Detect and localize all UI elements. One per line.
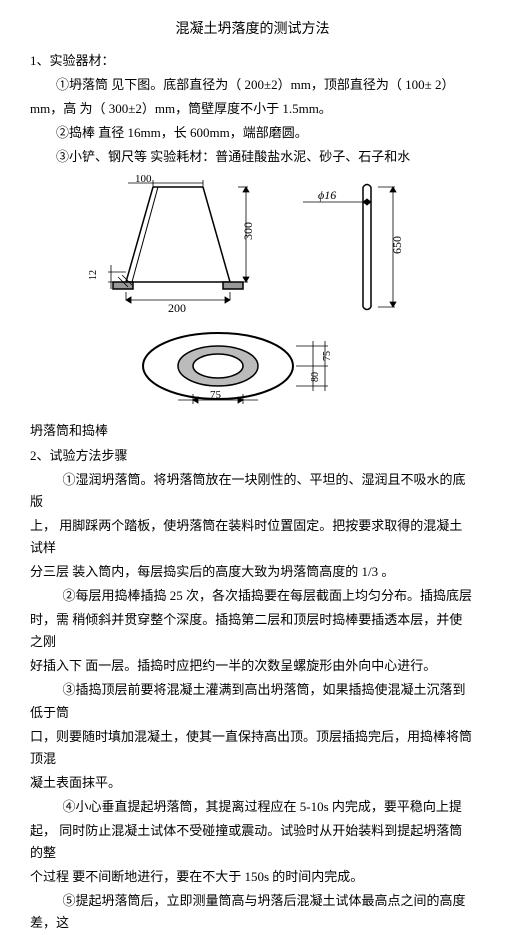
s2-line: ②每层用捣棒插捣 25 次，各次插捣要在每层截面上均匀分布。插捣底层 bbox=[30, 585, 475, 607]
section2-header: 2、试验方法步骤 bbox=[30, 445, 475, 467]
dim-label: 12 bbox=[88, 270, 99, 280]
document-title: 混凝土坍落度的测试方法 bbox=[30, 18, 475, 42]
dim-label: 75 bbox=[210, 389, 222, 401]
s2-line: 凝土表面抹平。 bbox=[30, 772, 475, 794]
dim-label: 200 bbox=[168, 301, 186, 315]
s1-line: ①坍落筒 见下图。底部直径为（ 200±2）mm，顶部直径为（ 100± 2） bbox=[30, 74, 475, 96]
oval-diagram: 75 80 75 bbox=[128, 324, 378, 409]
s2-line: 口，则要随时填加混凝土，使其一直保持高出顶。顶层插捣完后，用捣棒将筒顶混 bbox=[30, 726, 475, 770]
dim-label: 75 bbox=[322, 351, 333, 361]
s2-line: 起， 同时防止混凝土试体不受碰撞或震动。试验时从开始装料到提起坍落筒的整 bbox=[30, 820, 475, 864]
s2-line: 好插入下 面一层。插捣时应把约一半的次数呈螺旋形由外向中心进行。 bbox=[30, 655, 475, 677]
diagram-caption: 坍落筒和捣棒 bbox=[30, 420, 475, 442]
s2-line: 分三层 装入筒内，每层捣实后的高度大致为坍落筒高度的 1/3 。 bbox=[30, 561, 475, 583]
s2-line: 上， 用脚踩两个踏板，使坍落筒在装料时位置固定。把按要求取得的混凝土试样 bbox=[30, 515, 475, 559]
s2-line: ④小心垂直提起坍落筒，其提离过程应在 5-10s 内完成，要平稳向上提 bbox=[30, 796, 475, 818]
s2-line: ①湿润坍落筒。将坍落筒放在一块刚性的、平坦的、湿润且不吸水的底版 bbox=[30, 469, 475, 513]
s2-line: 时，需 稍倾斜并贯穿整个深度。插捣第二层和顶层时捣棒要插透本层，并使之刚 bbox=[30, 609, 475, 653]
dim-label: ϕ16 bbox=[318, 188, 336, 202]
dim-label: 100 bbox=[135, 173, 152, 185]
diagram-container: 100 200 300 12 ϕ16 650 75 80 bbox=[30, 172, 475, 416]
s1-line: mm，高 为（ 300±2）mm，筒壁厚度不小于 1.5mm。 bbox=[30, 98, 475, 120]
section1-header: 1、实验器材： bbox=[30, 50, 475, 72]
s2-line: ⑤提起坍落筒后，立即测量筒高与坍落后混凝土试体最高点之间的高度差，这 bbox=[30, 890, 475, 934]
cone-rod-diagram: 100 200 300 12 ϕ16 650 bbox=[68, 172, 438, 317]
dim-label: 300 bbox=[241, 222, 255, 240]
dim-label: 80 bbox=[310, 372, 321, 382]
s2-line: ③插捣顶层前要将混凝土灌满到高出坍落筒，如果插捣使混凝土沉落到低于筒 bbox=[30, 679, 475, 723]
dim-label: 650 bbox=[390, 236, 404, 254]
s1-line: ②捣棒 直径 16mm，长 600mm，端部磨圆。 bbox=[30, 122, 475, 144]
s1-line: ③小铲、钢尺等 实验耗材：普通硅酸盐水泥、砂子、石子和水 bbox=[30, 146, 475, 168]
s2-line: 个过程 要不间断地进行，要在不大于 150s 的时间内完成。 bbox=[30, 866, 475, 888]
